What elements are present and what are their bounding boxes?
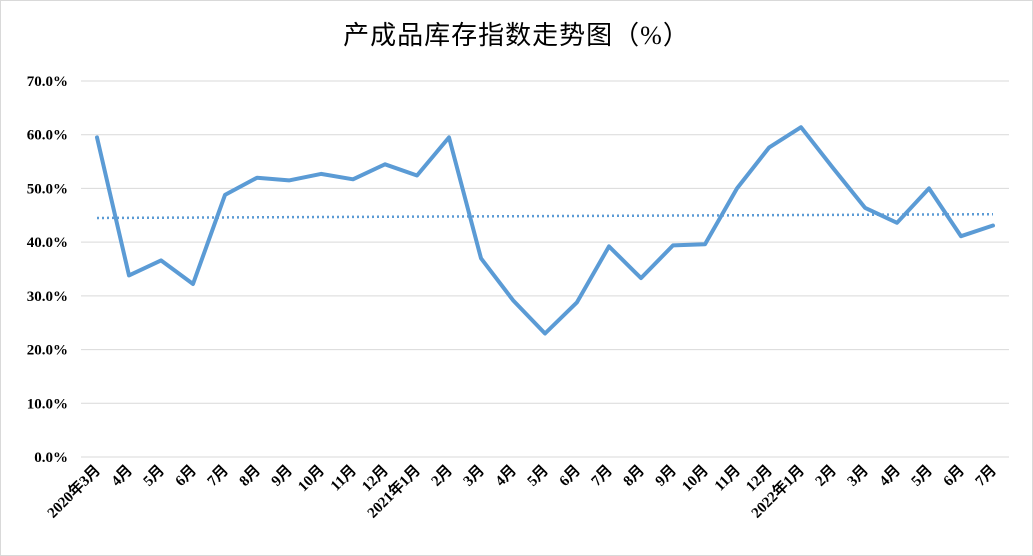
trendline bbox=[96, 212, 994, 220]
data-point bbox=[895, 221, 899, 225]
x-tick-label: 8月 bbox=[620, 462, 648, 490]
x-tick-label: 5月 bbox=[524, 462, 552, 490]
data-point bbox=[383, 162, 387, 166]
y-tick-label: 40.0% bbox=[27, 235, 68, 251]
y-tick-label: 10.0% bbox=[27, 396, 68, 412]
data-point bbox=[831, 166, 835, 170]
x-tick-label: 2月 bbox=[812, 462, 840, 490]
data-point bbox=[991, 223, 995, 227]
x-tick-label: 9月 bbox=[652, 462, 680, 490]
x-tick-label: 7月 bbox=[588, 462, 616, 490]
x-tick-label: 4月 bbox=[492, 462, 520, 490]
data-point bbox=[927, 186, 931, 190]
x-tick-label: 3月 bbox=[844, 462, 872, 490]
x-tick-label: 2020年3月 bbox=[43, 461, 103, 521]
y-tick-label: 30.0% bbox=[27, 289, 68, 305]
data-point bbox=[511, 298, 515, 302]
x-tick-label: 6月 bbox=[172, 462, 200, 490]
data-point bbox=[191, 282, 195, 286]
x-tick-label: 10月 bbox=[295, 462, 328, 495]
x-tick-label: 8月 bbox=[236, 462, 264, 490]
data-point bbox=[639, 276, 643, 280]
y-tick-label: 60.0% bbox=[27, 128, 68, 144]
data-point bbox=[767, 146, 771, 150]
x-tick-label: 5月 bbox=[908, 462, 936, 490]
data-point bbox=[287, 178, 291, 182]
x-tick-label: 10月 bbox=[679, 462, 712, 495]
y-tick-label: 0.0% bbox=[34, 450, 68, 466]
x-tick-label: 11月 bbox=[327, 462, 360, 495]
data-point bbox=[319, 172, 323, 176]
data-point bbox=[223, 193, 227, 197]
x-tick-label: 9月 bbox=[268, 462, 296, 490]
data-point bbox=[863, 206, 867, 210]
data-point bbox=[95, 135, 99, 139]
x-tick-label: 6月 bbox=[940, 462, 968, 490]
data-point bbox=[127, 273, 131, 277]
x-tick-label: 5月 bbox=[140, 462, 168, 490]
series-line bbox=[95, 125, 995, 336]
data-point bbox=[799, 125, 803, 129]
data-point bbox=[575, 300, 579, 304]
data-point bbox=[447, 135, 451, 139]
chart-title: 产成品库存指数走势图（%） bbox=[343, 21, 690, 50]
data-point bbox=[703, 242, 707, 246]
y-tick-label: 50.0% bbox=[27, 181, 68, 197]
x-tick-label: 11月 bbox=[711, 462, 744, 495]
data-point bbox=[479, 256, 483, 260]
x-tick-label: 7月 bbox=[972, 462, 1000, 490]
x-tick-label: 6月 bbox=[556, 462, 584, 490]
data-point bbox=[671, 243, 675, 247]
data-point bbox=[351, 177, 355, 181]
data-point bbox=[607, 244, 611, 248]
data-point bbox=[735, 186, 739, 190]
data-point bbox=[159, 258, 163, 262]
data-point bbox=[415, 174, 419, 178]
x-tick-label: 4月 bbox=[876, 462, 904, 490]
x-tick-label: 4月 bbox=[108, 462, 136, 490]
x-tick-label: 3月 bbox=[460, 462, 488, 490]
y-tick-label: 20.0% bbox=[27, 343, 68, 359]
data-point bbox=[255, 176, 259, 180]
data-point bbox=[959, 234, 963, 238]
x-tick-label: 7月 bbox=[204, 462, 232, 490]
x-tick-label: 2月 bbox=[428, 462, 456, 490]
y-tick-label: 70.0% bbox=[27, 74, 68, 90]
data-point bbox=[543, 331, 547, 335]
